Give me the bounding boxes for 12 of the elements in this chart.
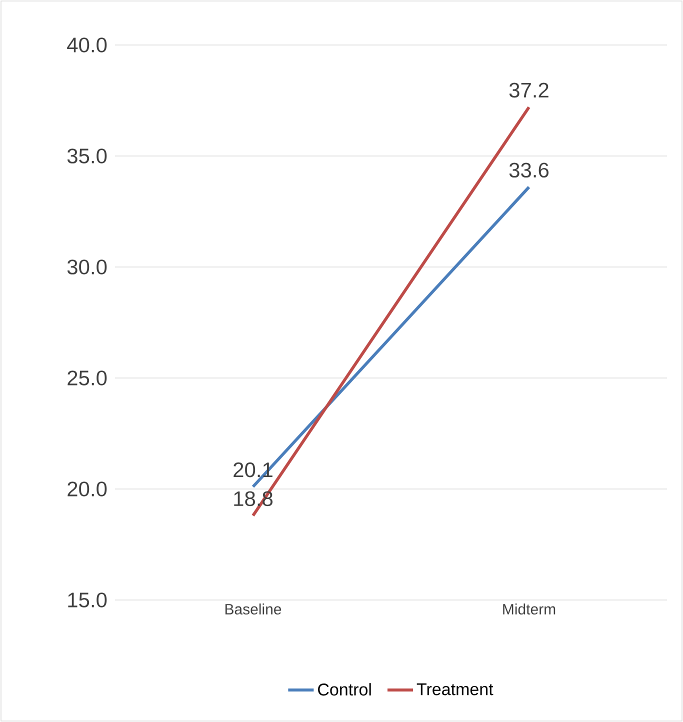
y-tick-label: 25.0 — [68, 370, 107, 386]
y-tick-label: 30.0 — [67, 260, 107, 274]
y-tick-label: 35.0 — [67, 148, 107, 164]
data-label: 33.6 — [509, 162, 549, 178]
legend-label: Treatment — [416, 683, 494, 696]
y-tick-label: 20.0 — [68, 482, 107, 496]
y-tick-label: 40.0 — [67, 38, 107, 52]
x-tick-label: Midterm — [503, 604, 556, 615]
legend-label: Control — [318, 683, 371, 696]
data-label: 37.2 — [509, 82, 548, 98]
y-tick-label: 15.0 — [68, 592, 107, 608]
x-tick-label: Baseline — [225, 604, 282, 615]
